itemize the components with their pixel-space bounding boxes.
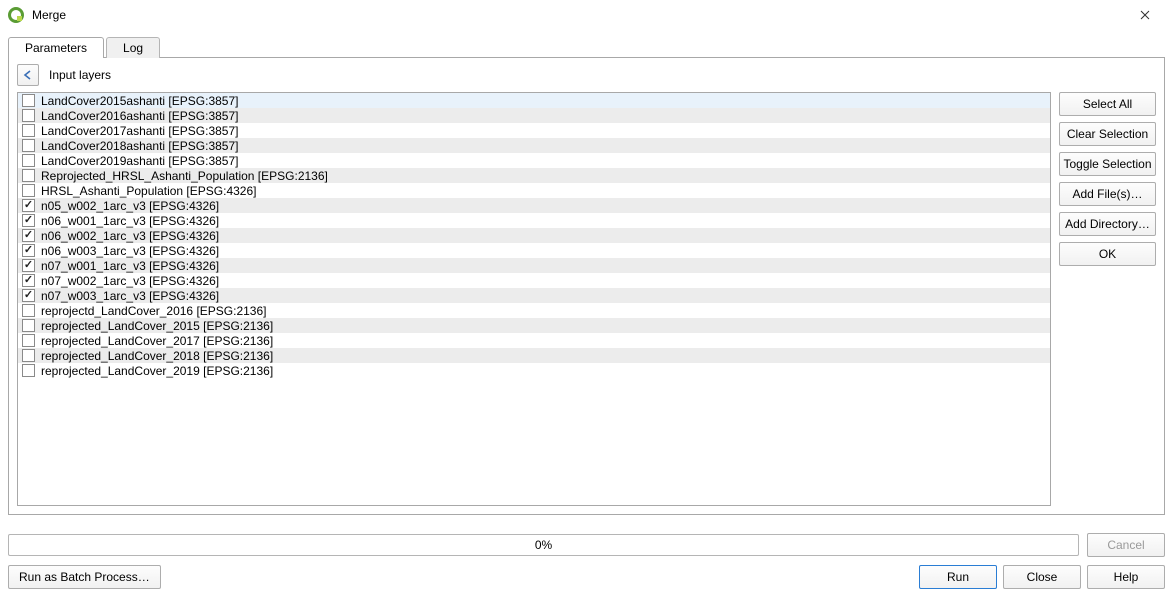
layer-item[interactable]: n05_w002_1arc_v3 [EPSG:4326]: [18, 198, 1050, 213]
layer-checkbox[interactable]: [22, 109, 35, 122]
panel-header: Input layers: [17, 64, 1156, 86]
tab-parameters[interactable]: Parameters: [8, 37, 104, 58]
layer-label: reprojectd_LandCover_2016 [EPSG:2136]: [41, 304, 267, 318]
layer-item[interactable]: LandCover2019ashanti [EPSG:3857]: [18, 153, 1050, 168]
progress-bar: 0%: [8, 534, 1079, 556]
progress-text: 0%: [535, 538, 552, 552]
layer-checkbox[interactable]: [22, 349, 35, 362]
layer-checkbox[interactable]: [22, 199, 35, 212]
titlebar: Merge: [0, 0, 1173, 30]
layer-label: Reprojected_HRSL_Ashanti_Population [EPS…: [41, 169, 328, 183]
content-area: Parameters Log Input layers LandCover201…: [0, 30, 1173, 523]
layer-checkbox[interactable]: [22, 259, 35, 272]
layer-label: n06_w001_1arc_v3 [EPSG:4326]: [41, 214, 219, 228]
layer-checkbox[interactable]: [22, 244, 35, 257]
layer-checkbox[interactable]: [22, 364, 35, 377]
add-directory-button[interactable]: Add Directory…: [1059, 212, 1156, 236]
layer-checkbox[interactable]: [22, 169, 35, 182]
layer-checkbox[interactable]: [22, 139, 35, 152]
layer-checkbox[interactable]: [22, 319, 35, 332]
layer-item[interactable]: reprojected_LandCover_2019 [EPSG:2136]: [18, 363, 1050, 378]
panel-title: Input layers: [49, 68, 111, 82]
tabs: Parameters Log: [8, 36, 1165, 58]
layer-item[interactable]: LandCover2015ashanti [EPSG:3857]: [18, 93, 1050, 108]
progress-row: 0% Cancel: [8, 533, 1165, 557]
layer-checkbox[interactable]: [22, 214, 35, 227]
layer-label: n06_w003_1arc_v3 [EPSG:4326]: [41, 244, 219, 258]
layer-item[interactable]: n07_w001_1arc_v3 [EPSG:4326]: [18, 258, 1050, 273]
back-button[interactable]: [17, 64, 39, 86]
tab-log[interactable]: Log: [106, 37, 160, 58]
layer-item[interactable]: reprojected_LandCover_2018 [EPSG:2136]: [18, 348, 1050, 363]
layer-list[interactable]: LandCover2015ashanti [EPSG:3857]LandCove…: [17, 92, 1051, 506]
main-area: LandCover2015ashanti [EPSG:3857]LandCove…: [17, 92, 1156, 506]
layer-label: reprojected_LandCover_2015 [EPSG:2136]: [41, 319, 273, 333]
layer-label: LandCover2016ashanti [EPSG:3857]: [41, 109, 238, 123]
layer-label: HRSL_Ashanti_Population [EPSG:4326]: [41, 184, 256, 198]
layer-item[interactable]: Reprojected_HRSL_Ashanti_Population [EPS…: [18, 168, 1050, 183]
select-all-button[interactable]: Select All: [1059, 92, 1156, 116]
layer-item[interactable]: n07_w002_1arc_v3 [EPSG:4326]: [18, 273, 1050, 288]
tab-panel-parameters: Input layers LandCover2015ashanti [EPSG:…: [8, 57, 1165, 515]
layer-label: reprojected_LandCover_2019 [EPSG:2136]: [41, 364, 273, 378]
layer-checkbox[interactable]: [22, 304, 35, 317]
layer-item[interactable]: LandCover2018ashanti [EPSG:3857]: [18, 138, 1050, 153]
help-button[interactable]: Help: [1087, 565, 1165, 589]
layer-item[interactable]: reprojected_LandCover_2015 [EPSG:2136]: [18, 318, 1050, 333]
layer-label: n05_w002_1arc_v3 [EPSG:4326]: [41, 199, 219, 213]
layer-item[interactable]: reprojectd_LandCover_2016 [EPSG:2136]: [18, 303, 1050, 318]
add-files-button[interactable]: Add File(s)…: [1059, 182, 1156, 206]
layer-label: LandCover2015ashanti [EPSG:3857]: [41, 94, 238, 108]
layer-item[interactable]: n06_w003_1arc_v3 [EPSG:4326]: [18, 243, 1050, 258]
close-button[interactable]: Close: [1003, 565, 1081, 589]
run-batch-button[interactable]: Run as Batch Process…: [8, 565, 161, 589]
layer-checkbox[interactable]: [22, 94, 35, 107]
window-title: Merge: [32, 8, 66, 22]
layer-label: LandCover2019ashanti [EPSG:3857]: [41, 154, 238, 168]
run-button[interactable]: Run: [919, 565, 997, 589]
layer-item[interactable]: HRSL_Ashanti_Population [EPSG:4326]: [18, 183, 1050, 198]
clear-selection-button[interactable]: Clear Selection: [1059, 122, 1156, 146]
layer-item[interactable]: reprojected_LandCover_2017 [EPSG:2136]: [18, 333, 1050, 348]
layer-item[interactable]: n06_w002_1arc_v3 [EPSG:4326]: [18, 228, 1050, 243]
ok-button[interactable]: OK: [1059, 242, 1156, 266]
layer-label: reprojected_LandCover_2018 [EPSG:2136]: [41, 349, 273, 363]
layer-label: n06_w002_1arc_v3 [EPSG:4326]: [41, 229, 219, 243]
layer-checkbox[interactable]: [22, 274, 35, 287]
layer-checkbox[interactable]: [22, 334, 35, 347]
layer-checkbox[interactable]: [22, 124, 35, 137]
layer-label: n07_w001_1arc_v3 [EPSG:4326]: [41, 259, 219, 273]
toggle-selection-button[interactable]: Toggle Selection: [1059, 152, 1156, 176]
qgis-icon: [8, 7, 24, 23]
layer-label: reprojected_LandCover_2017 [EPSG:2136]: [41, 334, 273, 348]
window-close-button[interactable]: [1125, 0, 1165, 30]
layer-item[interactable]: n07_w003_1arc_v3 [EPSG:4326]: [18, 288, 1050, 303]
layer-item[interactable]: n06_w001_1arc_v3 [EPSG:4326]: [18, 213, 1050, 228]
layer-checkbox[interactable]: [22, 229, 35, 242]
cancel-button[interactable]: Cancel: [1087, 533, 1165, 557]
layer-item[interactable]: LandCover2017ashanti [EPSG:3857]: [18, 123, 1050, 138]
footer: 0% Cancel Run as Batch Process… Run Clos…: [0, 523, 1173, 597]
layer-checkbox[interactable]: [22, 184, 35, 197]
layer-item[interactable]: LandCover2016ashanti [EPSG:3857]: [18, 108, 1050, 123]
side-buttons: Select All Clear Selection Toggle Select…: [1059, 92, 1156, 506]
layer-label: n07_w002_1arc_v3 [EPSG:4326]: [41, 274, 219, 288]
merge-dialog: Merge Parameters Log Input layers LandCo…: [0, 0, 1173, 597]
layer-label: LandCover2018ashanti [EPSG:3857]: [41, 139, 238, 153]
layer-label: LandCover2017ashanti [EPSG:3857]: [41, 124, 238, 138]
layer-checkbox[interactable]: [22, 154, 35, 167]
layer-checkbox[interactable]: [22, 289, 35, 302]
layer-label: n07_w003_1arc_v3 [EPSG:4326]: [41, 289, 219, 303]
button-row: Run as Batch Process… Run Close Help: [8, 565, 1165, 589]
